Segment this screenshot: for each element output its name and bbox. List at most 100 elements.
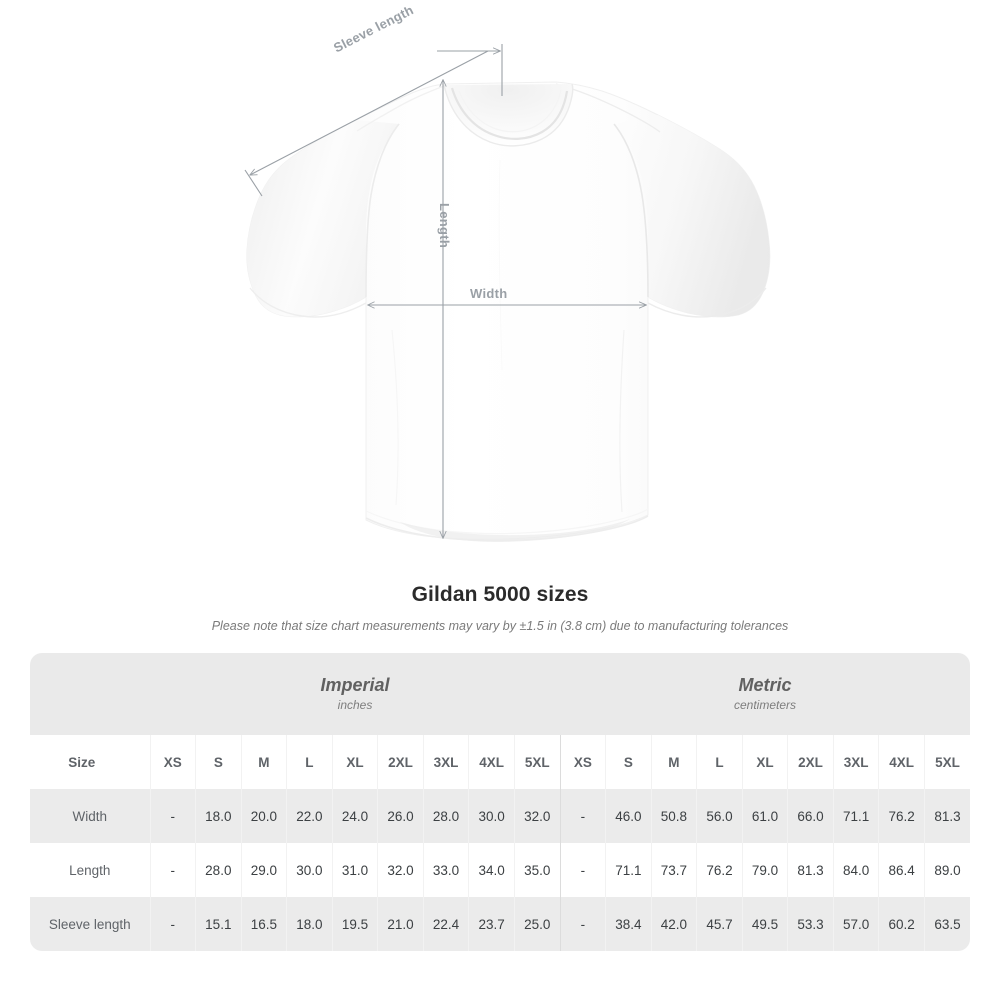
cell-sleeve-length-imperial-m: 16.5	[240, 897, 287, 951]
cell-length-imperial-xs: -	[149, 843, 196, 897]
unit-sub-imperial: inches	[337, 698, 373, 713]
cell-sleeve-length-metric-l: 45.7	[696, 897, 743, 951]
tshirt-left-shoulder-seam	[356, 85, 445, 132]
tshirt-left-sleeve-seam	[365, 123, 400, 298]
size-header-metric-3xl: 3XL	[832, 735, 879, 789]
unit-section-imperial: Imperial inches	[150, 653, 561, 735]
cell-width-imperial-l: 22.0	[286, 789, 333, 843]
cell-length-metric-xl: 79.0	[741, 843, 788, 897]
tshirt-collar-rib	[450, 87, 569, 140]
cell-length-imperial-2xl: 32.0	[377, 843, 424, 897]
tshirt-diagram-svg	[244, 44, 771, 542]
tshirt-right-sleeve	[614, 115, 770, 317]
tshirt-illustration: Sleeve length Length Width	[244, 2, 771, 542]
cell-length-imperial-m: 29.0	[240, 843, 287, 897]
cell-sleeve-length-imperial-3xl: 22.4	[422, 897, 469, 951]
sleeve-length-tick	[244, 169, 263, 197]
cell-length-imperial-3xl: 33.0	[422, 843, 469, 897]
cell-length-metric-5xl: 89.0	[923, 843, 970, 897]
tshirt-right-sleeve-seam	[613, 123, 649, 298]
cell-length-imperial-s: 28.0	[195, 843, 242, 897]
length-label: Length	[437, 203, 452, 249]
cell-length-metric-s: 71.1	[605, 843, 652, 897]
cell-sleeve-length-imperial-2xl: 21.0	[377, 897, 424, 951]
sleeve-length-line	[250, 50, 489, 175]
cell-length-imperial-l: 30.0	[286, 843, 333, 897]
table-row: Sleeve length -15.1 16.5 18.0 19.5 21.0 22.4 2…	[30, 897, 970, 951]
cell-width-imperial-3xl: 28.0	[422, 789, 469, 843]
cell-width-imperial-2xl: 26.0	[377, 789, 424, 843]
cell-sleeve-length-metric-2xl: 53.3	[787, 897, 834, 951]
cell-width-metric-xs: -	[559, 789, 606, 843]
cell-width-metric-3xl: 71.1	[832, 789, 879, 843]
size-header-imperial-2xl: 2XL	[377, 735, 424, 789]
size-header-imperial-s: S	[195, 735, 242, 789]
tshirt-left-sleeve	[246, 120, 400, 317]
tshirt-neckline	[443, 83, 574, 147]
cell-width-metric-l: 56.0	[696, 789, 743, 843]
size-header-imperial-3xl: 3XL	[422, 735, 469, 789]
page-title: Gildan 5000 sizes	[411, 583, 589, 606]
size-header-metric-xl: XL	[741, 735, 788, 789]
tshirt-fold-2	[619, 329, 625, 513]
cell-width-imperial-s: 18.0	[195, 789, 242, 843]
size-header-metric-m: M	[650, 735, 697, 789]
cell-sleeve-length-metric-3xl: 57.0	[832, 897, 879, 951]
tshirt-right-sleeve-hem	[647, 287, 767, 318]
row-label-length: Length	[30, 843, 150, 897]
size-header-imperial-xl: XL	[331, 735, 378, 789]
row-label-width: Width	[30, 789, 150, 843]
cell-width-metric-m: 50.8	[650, 789, 697, 843]
cell-width-metric-5xl: 81.3	[923, 789, 970, 843]
cell-width-imperial-5xl: 32.0	[513, 789, 561, 843]
size-header-metric-2xl: 2XL	[787, 735, 834, 789]
tshirt-left-sleeve-hem	[249, 287, 367, 318]
table-row: Width -18.0 20.0 22.0 24.0 26.0 28.0 30.0 32.0-…	[30, 789, 970, 843]
cell-length-metric-4xl: 86.4	[878, 843, 925, 897]
cell-width-imperial-xs: -	[149, 789, 196, 843]
cell-length-imperial-5xl: 35.0	[513, 843, 561, 897]
size-header-imperial-4xl: 4XL	[468, 735, 515, 789]
size-header-metric-l: L	[696, 735, 743, 789]
cell-sleeve-length-imperial-4xl: 23.7	[468, 897, 515, 951]
cell-sleeve-length-metric-s: 38.4	[605, 897, 652, 951]
size-header-imperial-5xl: 5XL	[513, 735, 561, 789]
dimension-lines	[244, 44, 646, 538]
tshirt-fold-3	[498, 159, 503, 371]
unit-name-metric: Metric	[738, 674, 792, 695]
size-header-row: Size XS S M L XL 2XL 3XL 4XL 5XL XS S M L XL 2XL 3XL 4XL…	[30, 735, 970, 789]
tshirt-fold-1	[391, 329, 399, 506]
size-header-metric-4xl: 4XL	[878, 735, 925, 789]
cell-width-metric-s: 46.0	[605, 789, 652, 843]
tshirt-right-shoulder-seam	[555, 83, 661, 133]
size-header-label: Size	[30, 735, 150, 789]
size-header-imperial-l: L	[286, 735, 333, 789]
cell-length-metric-3xl: 84.0	[832, 843, 879, 897]
cell-length-metric-2xl: 81.3	[787, 843, 834, 897]
cell-sleeve-length-imperial-xl: 19.5	[331, 897, 378, 951]
size-header-imperial-m: M	[240, 735, 287, 789]
unit-name-imperial: Imperial	[320, 674, 390, 695]
title-block: Gildan 5000 sizes Please note that size …	[0, 583, 1000, 633]
cell-width-metric-4xl: 76.2	[878, 789, 925, 843]
row-label-sleeve-length: Sleeve length	[30, 897, 150, 951]
unit-banner-row: Imperial inches Metric centimeters	[30, 653, 970, 735]
cell-sleeve-length-metric-4xl: 60.2	[878, 897, 925, 951]
unit-sub-metric: centimeters	[734, 698, 797, 713]
tshirt-collar-inner	[458, 89, 562, 133]
cell-width-metric-2xl: 66.0	[787, 789, 834, 843]
cell-width-imperial-m: 20.0	[240, 789, 287, 843]
cell-sleeve-length-imperial-5xl: 25.0	[513, 897, 561, 951]
unit-section-metric: Metric centimeters	[560, 653, 970, 735]
cell-width-metric-xl: 61.0	[741, 789, 788, 843]
cell-sleeve-length-imperial-l: 18.0	[286, 897, 333, 951]
table-row: Length -28.0 29.0 30.0 31.0 32.0 33.0 34.0 35.0…	[30, 843, 970, 897]
cell-sleeve-length-metric-5xl: 63.5	[923, 897, 970, 951]
tolerance-note: Please note that size chart measurements…	[211, 619, 789, 633]
size-header-metric-5xl: 5XL	[923, 735, 970, 789]
cell-length-metric-l: 76.2	[696, 843, 743, 897]
size-table-container: Imperial inches Metric centimeters Size …	[30, 653, 970, 951]
size-table: Imperial inches Metric centimeters Size …	[30, 653, 970, 951]
cell-length-imperial-4xl: 34.0	[468, 843, 515, 897]
